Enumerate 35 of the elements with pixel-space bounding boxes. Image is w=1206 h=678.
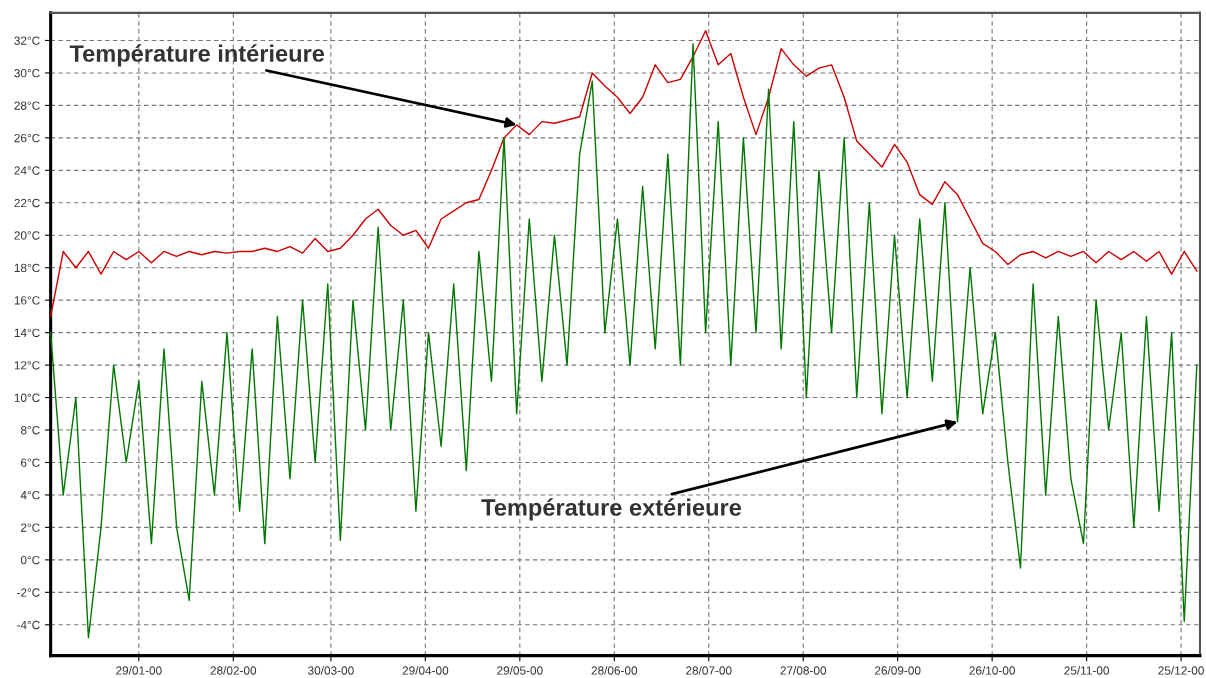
y-tick-label: 32°C [14, 36, 40, 45]
x-tick-label: 29/01-00 [116, 666, 162, 675]
x-tick-label: 28/07-00 [686, 666, 732, 675]
y-tick-label: 10°C [14, 393, 40, 402]
annotation: Température intérieure [69, 44, 325, 67]
y-tick-label: 20°C [14, 231, 40, 240]
line-series [49, 43, 1198, 639]
y-tick-label: 24°C [14, 166, 40, 175]
y-tick-label: 8°C [20, 426, 40, 435]
x-tick-label: 30/03-00 [308, 666, 354, 675]
x-tick-label: 26/09-00 [874, 666, 921, 675]
y-tick-label: 2°C [21, 523, 40, 532]
y-tick-label: 0°C [20, 555, 40, 565]
y-tick-label: 30°C [14, 68, 40, 78]
y-tick-label: 6°C [21, 458, 40, 467]
y-tick-label: 26°C [14, 133, 40, 143]
y-tick-label: 4°C [20, 490, 40, 500]
x-tick-label: 26/10-00 [969, 666, 1015, 675]
y-tick-label: 28°C [14, 101, 40, 110]
x-tick-label: 25/12-00 [1158, 666, 1204, 675]
y-tick-label: 12°C [14, 361, 40, 370]
y-tick-label: 16°C [14, 296, 40, 305]
y-tick-label: -4°C [17, 620, 40, 630]
x-tick-label: 29/05-00 [497, 666, 543, 675]
y-tick-label: 22°C [14, 198, 40, 208]
line-series [49, 30, 1198, 318]
y-tick-label: 18°C [14, 263, 40, 273]
y-tick-label: 14°C [14, 328, 40, 338]
x-tick-label: 28/02-00 [210, 666, 257, 675]
x-tick-label: 28/06-00 [591, 666, 638, 675]
y-tick-label: -2°C [17, 588, 40, 597]
x-tick-label: 25/11-00 [1064, 666, 1110, 675]
x-tick-label: 29/04-00 [402, 666, 449, 675]
annotation: Température extérieure [481, 498, 742, 521]
x-tick-label: 27/08-00 [780, 666, 827, 675]
